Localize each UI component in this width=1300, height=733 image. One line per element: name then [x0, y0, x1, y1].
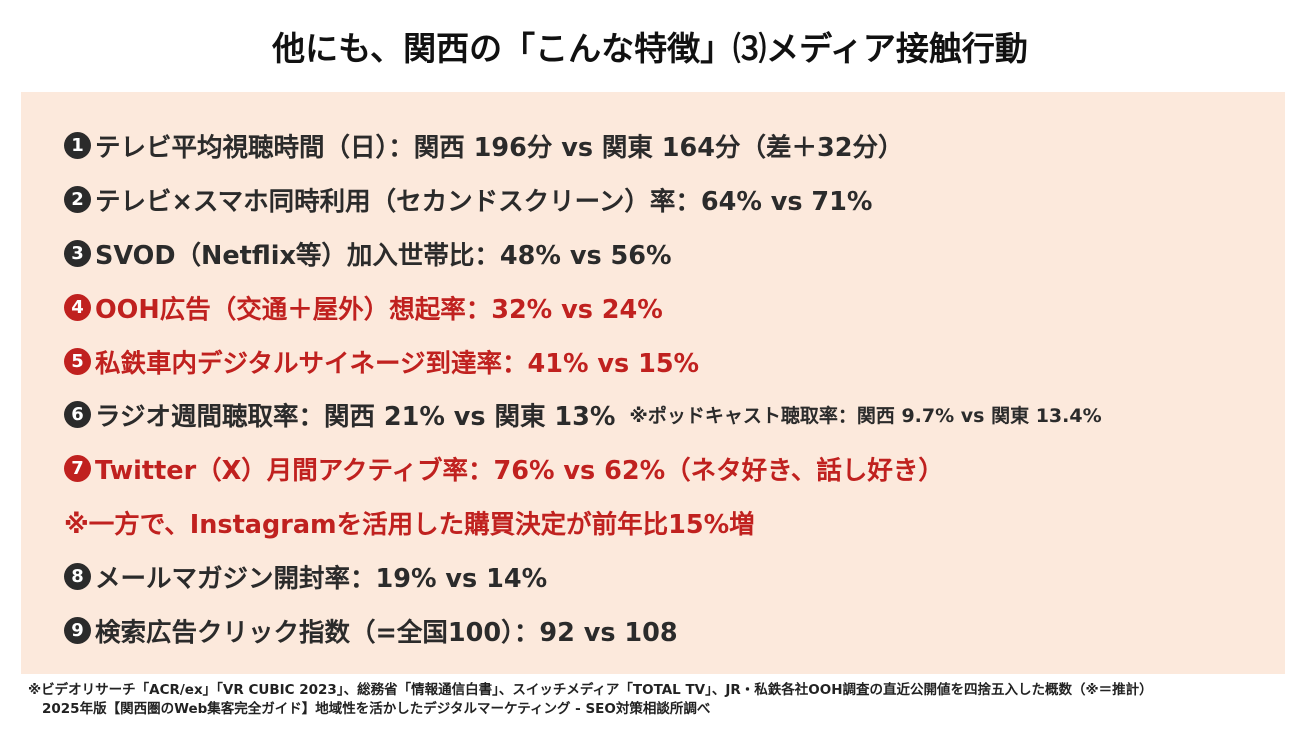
number-badge-2: 2 [64, 186, 91, 214]
item-text: テレビ×スマホ同時利用（セカンドスクリーン）率：64% vs 71% [95, 187, 873, 218]
number-badge-5: 5 [64, 347, 91, 375]
item-text: ラジオ週間聴取率：関西 21% vs 関東 13% [95, 402, 616, 433]
list-item-ooh: 4 OOH広告（交通＋屋外）想起率：32% vs 24% [64, 280, 1284, 334]
number-badge-3: 3 [64, 239, 91, 267]
page-title: 他にも、関西の「こんな特徴」⑶メディア接触行動 [272, 29, 1028, 68]
item-text: ※一方で、Instagramを活用した購買決定が前年比15%増 [64, 509, 755, 540]
content-panel [21, 92, 1285, 674]
item-text: OOH広告（交通＋屋外）想起率：32% vs 24% [95, 294, 663, 325]
item-text: メールマガジン開封率：19% vs 14% [95, 563, 548, 594]
number-badge-8: 8 [64, 562, 91, 590]
list-item-twitter: 7 Twitter（X）月間アクティブ率：76% vs 62%（ネタ好き、話し好… [64, 442, 1284, 496]
list-item-radio: 6 ラジオ週間聴取率：関西 21% vs 関東 13% ※ポッドキャスト聴取率：… [64, 388, 1284, 442]
source-footnote: ※ビデオリサーチ「ACR/ex」「VR CUBIC 2023」、総務省「情報通信… [28, 681, 1153, 719]
number-badge-4: 4 [64, 293, 91, 321]
footnote-sources: ※ビデオリサーチ「ACR/ex」「VR CUBIC 2023」、総務省「情報通信… [28, 682, 1153, 698]
list-item-search-ads: 9 検索広告クリック指数（=全国100）：92 vs 108 [64, 603, 1284, 657]
number-badge-6: 6 [64, 401, 91, 429]
number-badge-9: 9 [64, 616, 91, 644]
item-text: 検索広告クリック指数（=全国100）：92 vs 108 [95, 617, 678, 648]
number-badge-1: 1 [64, 132, 91, 160]
item-text: テレビ平均視聴時間（日）：関西 196分 vs 関東 164分（差＋32分） [95, 133, 904, 164]
list-item-svod: 3 SVOD（Netflix等）加入世帯比：48% vs 56% [64, 227, 1284, 281]
media-stats-list: 1 テレビ平均視聴時間（日）：関西 196分 vs 関東 164分（差＋32分）… [64, 119, 1284, 657]
item-text: Twitter（X）月間アクティブ率：76% vs 62%（ネタ好き、話し好き） [95, 456, 944, 487]
item-text: 私鉄車内デジタルサイネージ到達率：41% vs 15% [95, 348, 700, 379]
item-text: SVOD（Netflix等）加入世帯比：48% vs 56% [95, 240, 672, 271]
list-item-signage: 5 私鉄車内デジタルサイネージ到達率：41% vs 15% [64, 334, 1284, 388]
podcast-note: ※ポッドキャスト聴取率：関西 9.7% vs 関東 13.4% [629, 405, 1102, 428]
list-item-newsletter: 8 メールマガジン開封率：19% vs 14% [64, 549, 1284, 603]
list-item-tv-viewing-time: 1 テレビ平均視聴時間（日）：関西 196分 vs 関東 164分（差＋32分） [64, 119, 1284, 173]
list-item-second-screen: 2 テレビ×スマホ同時利用（セカンドスクリーン）率：64% vs 71% [64, 173, 1284, 227]
list-item-instagram-note: ※一方で、Instagramを活用した購買決定が前年比15%増 [64, 496, 1284, 550]
footnote-credit: 2025年版【関西圏のWeb集客完全ガイド】地域性を活かしたデジタルマーケティン… [42, 701, 711, 717]
number-badge-7: 7 [64, 455, 91, 483]
